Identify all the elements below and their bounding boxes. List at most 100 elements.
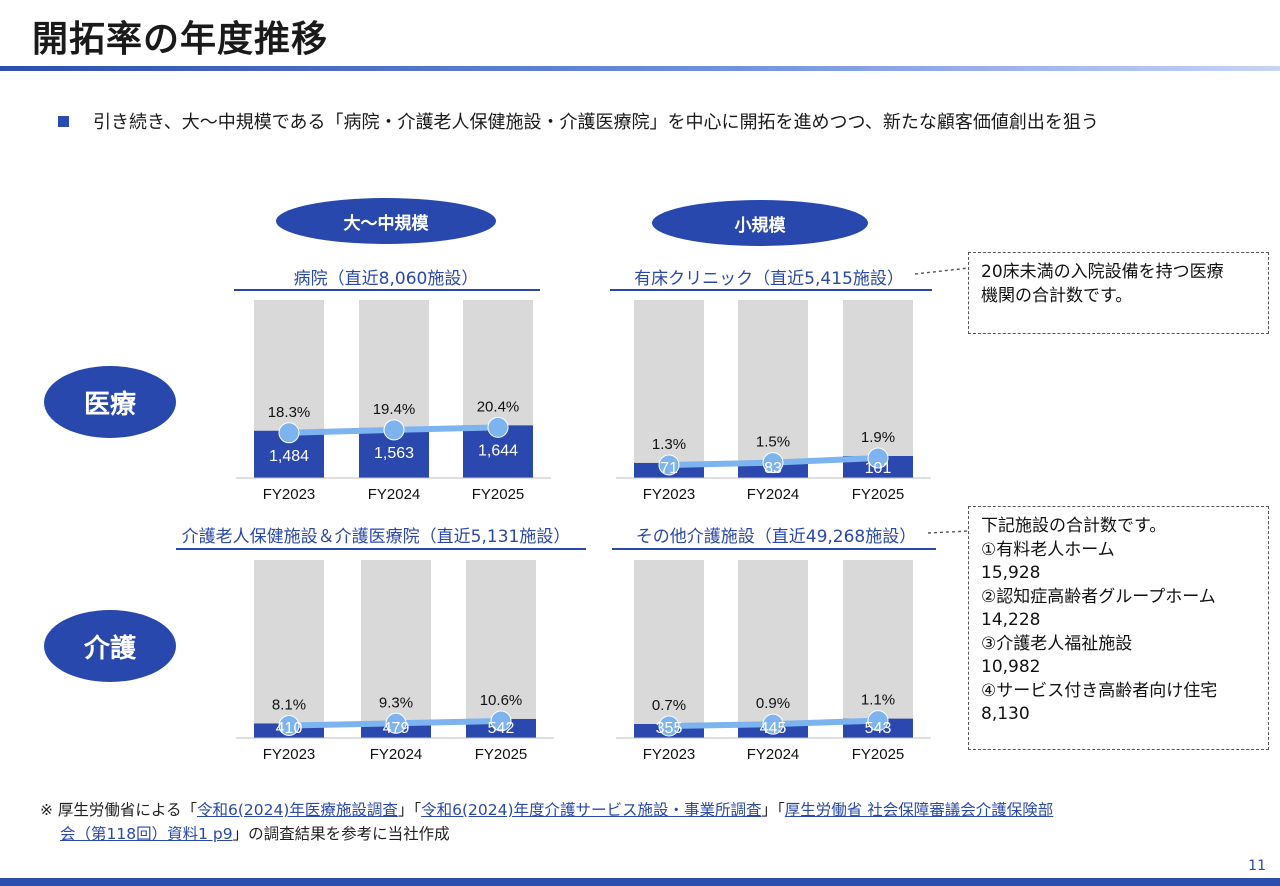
bar-total	[634, 560, 704, 738]
note-other-care-line: 10,982	[981, 657, 1041, 677]
rate-marker	[867, 447, 889, 469]
rate-label: 9.3%	[379, 694, 413, 711]
note-other-care-line: ③介護老人福祉施設	[981, 633, 1133, 654]
note-clinic-line: 20床未満の入院設備を持つ医療	[981, 262, 1224, 282]
bar-total	[254, 560, 324, 738]
rate-label: 10.6%	[480, 692, 523, 709]
header-large-mid: 大～中規模	[276, 198, 496, 244]
page-number: 11	[1248, 858, 1266, 874]
note-connector-clinic	[915, 267, 970, 275]
note-clinic: 20床未満の入院設備を持つ医療 機関の合計数です。	[968, 252, 1269, 334]
rate-marker	[762, 713, 784, 735]
page-title: 開拓率の年度推移	[32, 19, 329, 60]
category-label: FY2023	[263, 486, 316, 503]
category-label: FY2023	[263, 746, 316, 763]
rate-label: 0.7%	[652, 697, 686, 714]
note-connector-other-care	[928, 530, 970, 534]
value-label: 479	[383, 720, 410, 737]
value-label: 1,563	[374, 445, 414, 462]
chart-clinic: 1.3% 71 FY2023 1.5% 83 FY2024 1.9% 101 FY2025	[616, 300, 931, 503]
value-label: 71	[660, 460, 678, 477]
bullet-square-icon	[58, 115, 69, 127]
note-clinic-line: 機関の合計数です。	[981, 285, 1133, 306]
category-label: FY2024	[747, 746, 800, 763]
bar-total	[634, 300, 704, 478]
rate-label: 1.3%	[652, 436, 686, 453]
note-other-care-line: 15,928	[981, 563, 1041, 583]
category-label: FY2023	[643, 486, 696, 503]
note-other-care-line: ④サービス付き高齢者向け住宅	[981, 680, 1218, 701]
bar-total	[738, 560, 808, 738]
footer-prefix: ※ 厚生労働省による「	[40, 801, 197, 819]
footer-link-council-material-cont[interactable]: 会（第118回）資料1 p9	[60, 825, 233, 843]
rate-label: 19.4%	[373, 401, 416, 418]
category-label: FY2024	[747, 486, 800, 503]
chart-title-rule-care-health	[176, 548, 586, 550]
footer-link-medical-survey[interactable]: 令和6(2024)年医療施設調査	[196, 801, 398, 819]
rate-label: 8.1%	[272, 696, 306, 713]
header-medical: 医療	[44, 366, 176, 438]
value-label: 101	[865, 460, 892, 477]
rate-marker	[487, 416, 509, 438]
rate-marker	[658, 454, 680, 476]
note-other-care-line: 8,130	[981, 704, 1030, 724]
category-label: FY2023	[643, 746, 696, 763]
chart-care-health: 8.1% 410 FY2023 9.3% 479 FY2024 10.6% 542 FY2025	[236, 560, 554, 763]
note-other-care: 下記施設の合計数です。 ①有料老人ホーム 15,928 ②認知症高齢者グループホ…	[968, 506, 1269, 750]
header-small: 小規模	[652, 200, 868, 246]
value-label: 83	[764, 460, 782, 477]
chart-other-care: 0.7% 355 FY2023 0.9% 445 FY2024 1.1% 543 FY2025	[616, 560, 931, 763]
rate-label: 18.3%	[268, 404, 311, 421]
bottom-divider	[0, 878, 1280, 886]
category-label: FY2025	[852, 746, 905, 763]
footer-link-care-survey[interactable]: 令和6(2024)年度介護サービス施設・事業所調査	[421, 801, 762, 819]
rate-label: 20.4%	[477, 398, 520, 415]
footer-separator: 」「	[761, 801, 785, 819]
lead-statement: 引き続き、大～中規模である「病院・介護老人保健施設・介護医療院」を中心に開拓を進…	[58, 108, 1099, 134]
bar-total	[361, 560, 431, 738]
rate-marker	[385, 712, 407, 734]
note-other-care-line: ②認知症高齢者グループホーム	[981, 586, 1216, 607]
rate-label: 1.9%	[861, 429, 895, 446]
chart-title-rule-hospital	[234, 289, 540, 291]
chart-title-rule-clinic	[610, 289, 932, 291]
category-label: FY2025	[475, 746, 528, 763]
value-label: 543	[865, 720, 892, 737]
chart-title-other-care: その他介護施設（直近49,268施設）	[635, 527, 917, 547]
footer-link-council-material[interactable]: 厚生労働省 社会保障審議会介護保険部	[784, 801, 1054, 819]
rate-label: 0.9%	[756, 695, 790, 712]
category-label: FY2025	[852, 486, 905, 503]
value-label: 1,484	[269, 448, 309, 465]
value-label: 1,644	[478, 442, 518, 459]
chart-title-hospital: 病院（直近8,060施設）	[293, 269, 479, 289]
rate-marker	[278, 422, 300, 444]
bar-total	[738, 300, 808, 478]
lead-text: 引き続き、大～中規模である「病院・介護老人保健施設・介護医療院」を中心に開拓を進…	[93, 112, 1099, 133]
value-label: 355	[656, 720, 683, 737]
value-label: 410	[276, 720, 303, 737]
footer-suffix: 」の調査結果を参考に当社作成	[232, 825, 450, 843]
chart-title-clinic: 有床クリニック（直近5,415施設）	[634, 269, 904, 289]
title-divider	[0, 66, 1280, 71]
rate-marker	[490, 710, 512, 732]
category-label: FY2025	[472, 486, 525, 503]
rate-label: 1.5%	[756, 434, 790, 451]
note-other-care-line: 14,228	[981, 610, 1041, 630]
value-label: 445	[760, 720, 787, 737]
footer-sources: ※ 厚生労働省による「令和6(2024)年医療施設調査」「令和6(2024)年度…	[40, 798, 1053, 846]
chart-hospital: 18.3% 1,484 FY2023 19.4% 1,563 FY2024 20.4% 1,6…	[236, 300, 551, 503]
chart-title-care-health: 介護老人保健施設＆介護医療院（直近5,131施設）	[181, 527, 571, 547]
chart-title-rule-other-care	[612, 548, 936, 550]
rate-marker	[383, 419, 405, 441]
rate-label: 1.1%	[861, 692, 895, 709]
value-label: 542	[488, 720, 515, 737]
note-other-care-line: ①有料老人ホーム	[981, 539, 1115, 560]
bar-total	[843, 560, 913, 738]
note-other-care-line: 下記施設の合計数です。	[981, 516, 1167, 536]
bar-total	[466, 560, 536, 738]
header-care: 介護	[44, 610, 176, 682]
footer-separator: 」「	[397, 801, 422, 819]
category-label: FY2024	[368, 486, 421, 503]
rate-marker	[658, 715, 680, 737]
rate-marker	[278, 714, 300, 736]
